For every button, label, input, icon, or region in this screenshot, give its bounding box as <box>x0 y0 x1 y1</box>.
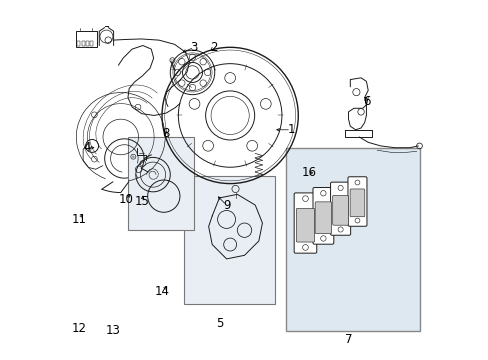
Text: 15: 15 <box>135 195 149 208</box>
Text: 6: 6 <box>362 95 369 108</box>
Text: 11: 11 <box>72 213 87 226</box>
Text: 12: 12 <box>71 322 86 335</box>
FancyBboxPatch shape <box>90 41 93 45</box>
FancyBboxPatch shape <box>330 182 350 235</box>
FancyBboxPatch shape <box>349 189 364 217</box>
Text: 3: 3 <box>190 41 198 54</box>
Text: 2: 2 <box>210 41 217 54</box>
FancyBboxPatch shape <box>81 41 84 45</box>
Text: 1: 1 <box>287 123 294 136</box>
FancyBboxPatch shape <box>314 202 331 234</box>
FancyBboxPatch shape <box>86 41 89 45</box>
FancyBboxPatch shape <box>347 177 366 226</box>
Text: 4: 4 <box>83 141 90 154</box>
FancyBboxPatch shape <box>285 148 419 330</box>
Text: 14: 14 <box>154 285 169 298</box>
Text: 10: 10 <box>119 193 133 206</box>
Text: 9: 9 <box>223 199 230 212</box>
Text: 5: 5 <box>215 317 223 330</box>
FancyBboxPatch shape <box>294 193 316 253</box>
FancyBboxPatch shape <box>296 208 314 242</box>
Text: 7: 7 <box>344 333 351 346</box>
Text: 8: 8 <box>162 127 169 140</box>
FancyBboxPatch shape <box>332 195 348 225</box>
FancyBboxPatch shape <box>77 41 80 45</box>
FancyBboxPatch shape <box>183 176 274 304</box>
FancyBboxPatch shape <box>312 188 333 244</box>
FancyBboxPatch shape <box>76 31 97 47</box>
Text: 13: 13 <box>106 324 121 337</box>
Text: 16: 16 <box>301 166 316 179</box>
FancyBboxPatch shape <box>128 137 194 230</box>
